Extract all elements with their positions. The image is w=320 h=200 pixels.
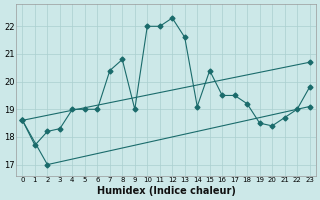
- X-axis label: Humidex (Indice chaleur): Humidex (Indice chaleur): [97, 186, 236, 196]
